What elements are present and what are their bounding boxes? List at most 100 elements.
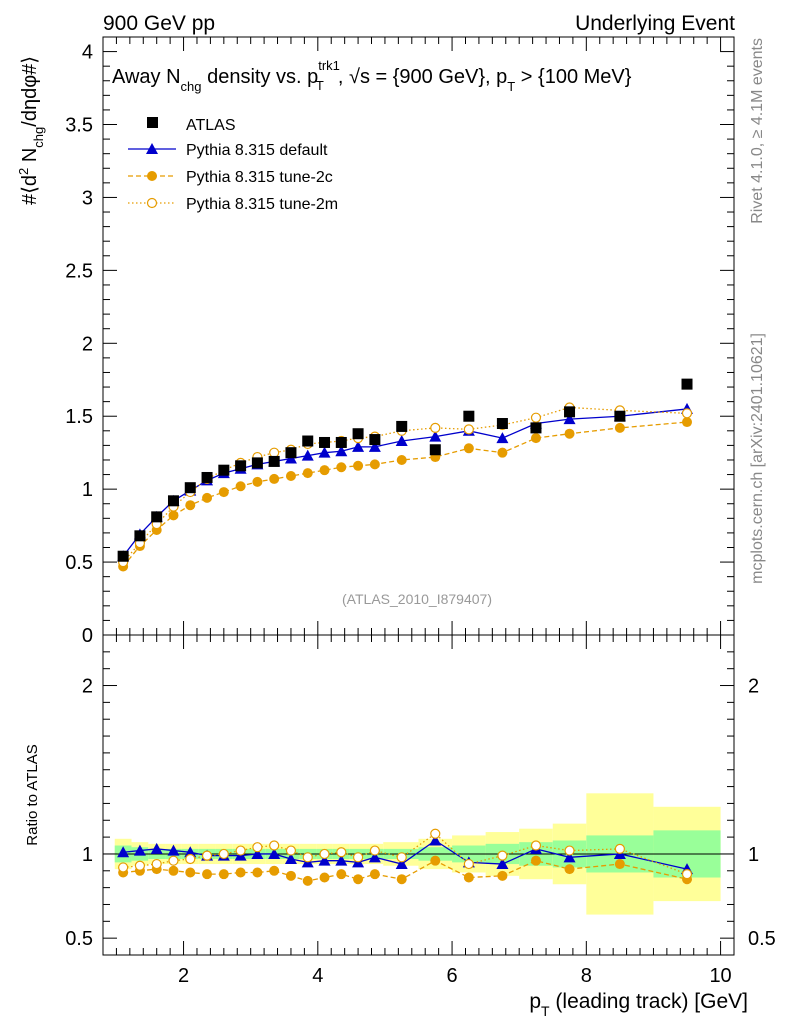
- ratio-panel: 2 4 6 8 10 0.5 0.5 1 1 2 2 Ratio to ATLAS pT (lead…: [24, 634, 776, 1019]
- ratio-default-point-3: [167, 844, 180, 856]
- main-tune2c-point-18: [463, 443, 474, 454]
- ratio-tune2m-point-0: [118, 862, 129, 873]
- main-marks: [117, 378, 694, 572]
- main-ytick-label: 4: [82, 42, 93, 64]
- main-default-point-12: [318, 446, 331, 458]
- ratio-tune2c-point-10: [285, 870, 296, 881]
- atlas-point-21: [564, 406, 576, 418]
- ratio-default-point-2: [150, 842, 163, 854]
- atlas-point-12: [319, 436, 331, 448]
- main-tune2c-point-3: [168, 510, 179, 521]
- plot-title: Away Nchg density vs. ptrk1 T, √s = {900 …: [112, 58, 632, 94]
- ratio-tune2m-point-19: [497, 850, 508, 861]
- ratio-tune2c-point-12: [319, 872, 330, 883]
- ratio-ytick-label-right: 0.5: [748, 928, 776, 950]
- ratio-default-point-19: [496, 858, 509, 870]
- ratio-tune2m-point-16: [396, 852, 407, 863]
- mcplots-label: mcplots.cern.ch [arXiv:2401.10621]: [749, 333, 766, 584]
- ratio-tune2c-point-18: [463, 872, 474, 883]
- ratio-default-point-0: [117, 846, 130, 858]
- main-tune2c-point-20: [530, 433, 541, 444]
- main-tune2c-point-13: [336, 462, 347, 473]
- ratio-tune2m-point-9: [269, 840, 280, 851]
- atlas-point-6: [218, 464, 230, 476]
- ratio-ytick-label: 2: [82, 676, 93, 698]
- legend-marker-tune2c: [147, 171, 157, 181]
- atlas-point-13: [335, 436, 347, 448]
- main-tune2c-point-5: [202, 492, 213, 503]
- ratio-tune2c-point-21: [564, 864, 575, 875]
- ratio-tune2m-point-6: [218, 848, 229, 860]
- ratio-default-point-16: [395, 858, 408, 870]
- rivet-version-label: Rivet 4.1.0, ≥ 4.1M events: [749, 38, 766, 224]
- ratio-tune2m-point-10: [285, 845, 297, 856]
- atlas-point-3: [167, 495, 179, 507]
- atlas-point-8: [251, 457, 263, 469]
- ratio-tune2c-point-16: [396, 874, 407, 885]
- ratio-default-point-21: [563, 851, 576, 863]
- ratio-tune2c-point-7: [235, 867, 246, 878]
- main-default-point-19: [496, 432, 509, 444]
- header-left: 900 GeV pp: [103, 12, 215, 35]
- ratio-default-point-8: [251, 847, 264, 859]
- analysis-label: (ATLAS_2010_I879407): [342, 591, 492, 607]
- main-tune2c-point-12: [319, 465, 330, 476]
- main-tune2c-point-4: [185, 500, 196, 511]
- main-tune2c-point-10: [285, 471, 296, 482]
- main-ytick-label: 1: [82, 479, 93, 501]
- main-default-point-21: [563, 413, 576, 425]
- main-ylabel: #⟨d2 Nchg/dηdφ#⟩: [16, 56, 46, 205]
- ratio-tune2m-point-22: [614, 843, 625, 854]
- main-tune2c-point-23: [682, 417, 693, 428]
- ratio-axes: 2 4 6 8 10 0.5 0.5 1 1 2 2: [65, 635, 776, 987]
- main-tune2c-point-22: [614, 422, 625, 433]
- main-tune2c-point-6: [218, 487, 229, 498]
- ratio-tune2m-point-18: [463, 858, 474, 870]
- atlas-point-20: [530, 422, 542, 434]
- atlas-point-1: [134, 530, 146, 542]
- main-ytick-label: 3.5: [65, 115, 93, 137]
- atlas-point-15: [369, 434, 381, 446]
- main-ytick-label: 2.5: [65, 260, 93, 282]
- ratio-tune2c-point-15: [369, 869, 380, 880]
- ratio-ytick-label-right: 2: [748, 676, 759, 698]
- ratio-tune2c-point-17: [430, 855, 441, 866]
- ratio-tune2c-point-3: [168, 865, 179, 876]
- main-tune2c-point-8: [252, 476, 263, 487]
- ratio-tune2m-point-21: [564, 845, 575, 856]
- ratio-tune2c-point-13: [336, 869, 347, 880]
- ratio-frame: [102, 634, 735, 956]
- header-right: Underlying Event: [575, 12, 735, 35]
- ratio-tune2c-point-9: [269, 865, 280, 876]
- ratio-tune2m-point-23: [681, 869, 693, 880]
- ratio-tune2m-point-5: [201, 850, 213, 861]
- legend-label-atlas: ATLAS: [186, 117, 236, 134]
- main-default-point-16: [395, 435, 408, 447]
- main-tune2c-point-21: [564, 428, 575, 439]
- main-tune2c-point-19: [497, 447, 508, 458]
- main-ytick-label: 2: [82, 333, 93, 355]
- legend-marker-default: [146, 143, 158, 154]
- ratio-tune2m-point-2: [151, 858, 162, 870]
- ratio-tune2m-point-4: [185, 853, 196, 865]
- main-ytick-label: 1.5: [65, 406, 93, 428]
- atlas-point-10: [285, 447, 297, 459]
- main-ytick-label: 0: [82, 625, 93, 647]
- ratio-tune2c-point-22: [614, 859, 625, 870]
- x-axis-label: pT (leading track) [GeV]: [529, 990, 748, 1019]
- ratio-tune2c-point-20: [530, 855, 541, 866]
- main-ytick-label: 0.5: [65, 552, 93, 574]
- legend-marker-tune2m: [146, 197, 158, 209]
- ratio-default-point-1: [133, 844, 146, 856]
- main-default-point-11: [301, 449, 314, 461]
- ratio-tune2c-point-5: [202, 869, 213, 880]
- atlas-point-18: [463, 410, 475, 422]
- ratio-ytick-label: 1: [82, 844, 93, 866]
- atlas-point-5: [201, 471, 213, 483]
- ratio-ytick-label-right: 1: [748, 844, 759, 866]
- main-panel: 0 0.5 1 1.5 2 2.5 3 3.5 4 Away Nchg density vs. …: [16, 36, 735, 647]
- xtick-label: 8: [581, 965, 592, 987]
- ratio-tune2m-point-11: [302, 852, 313, 863]
- ratio-default-point-12: [318, 854, 331, 866]
